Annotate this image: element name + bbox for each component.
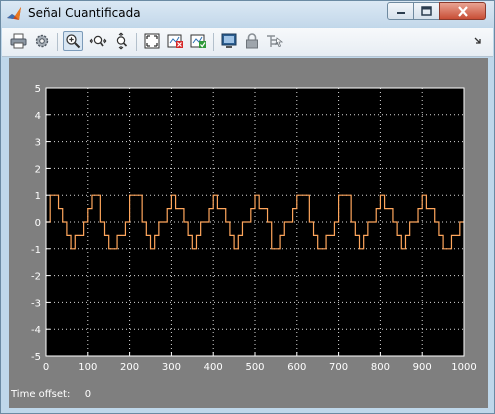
restore-axes-icon xyxy=(190,34,206,48)
floating-scope-button[interactable] xyxy=(219,31,239,51)
scope-figure: 0 100 200 300 400 500 600 700 800 900 1000 5 4 3 2 1 0 -1… xyxy=(9,58,488,408)
save-axes-button[interactable] xyxy=(165,31,185,51)
x-tick-label: 100 xyxy=(78,362,97,373)
zoom-in-icon xyxy=(66,34,81,49)
y-tick-label: -4 xyxy=(31,325,41,336)
y-tick-label: 4 xyxy=(35,111,41,122)
signal-selection-icon xyxy=(267,35,284,48)
y-tick-label: -5 xyxy=(31,352,41,363)
toolbar-separator xyxy=(213,33,214,51)
print-button[interactable] xyxy=(8,31,28,51)
close-icon xyxy=(457,5,468,17)
zoom-x-icon xyxy=(89,35,107,47)
x-tick-label: 200 xyxy=(120,362,139,373)
floating-scope-icon xyxy=(221,33,237,48)
toolbar-separator xyxy=(136,33,137,51)
zoom-y-icon xyxy=(116,32,128,50)
restore-axes-button[interactable] xyxy=(188,31,208,51)
time-offset-value: 0 xyxy=(84,389,92,400)
x-tick-label: 300 xyxy=(162,362,181,373)
x-tick-label: 0 xyxy=(43,362,49,373)
y-tick-label: 3 xyxy=(35,138,41,149)
window-title: Señal Cuantificada xyxy=(28,6,141,20)
y-tick-label: -1 xyxy=(31,245,41,256)
time-offset-label: Time offset: xyxy=(11,389,71,400)
autoscale-icon xyxy=(144,33,160,49)
lock-axes-button[interactable] xyxy=(242,31,262,51)
zoom-x-button[interactable] xyxy=(88,31,108,51)
save-axes-icon xyxy=(167,34,183,48)
y-tick-label: 5 xyxy=(35,84,41,95)
parameters-button[interactable] xyxy=(32,31,52,51)
x-tick-label: 900 xyxy=(413,362,432,373)
lock-icon xyxy=(246,33,258,49)
x-tick-label: 600 xyxy=(287,362,306,373)
maximize-button[interactable] xyxy=(413,2,440,20)
y-tick-label: 0 xyxy=(35,218,41,229)
time-offset-row: Time offset: 0 xyxy=(11,389,91,400)
x-tick-label: 800 xyxy=(371,362,390,373)
x-tick-label: 1000 xyxy=(451,362,476,373)
x-tick-label: 400 xyxy=(204,362,223,373)
autoscale-button[interactable] xyxy=(142,31,162,51)
signal-selection-button[interactable] xyxy=(265,31,285,51)
x-tick-label: 500 xyxy=(245,362,264,373)
y-tick-label: 1 xyxy=(35,191,41,202)
chevron-right-icon xyxy=(474,37,481,44)
minimize-button[interactable] xyxy=(387,2,414,20)
scope-plot[interactable]: 0 100 200 300 400 500 600 700 800 900 1000 5 4 3 2 1 0 -1… xyxy=(9,58,488,388)
x-tick-label: 700 xyxy=(329,362,348,373)
gear-icon xyxy=(35,34,49,48)
y-tick-label: 2 xyxy=(35,164,41,175)
title-bar[interactable]: Señal Cuantificada xyxy=(1,1,494,27)
signal-trace xyxy=(46,194,464,250)
y-tick-label: -3 xyxy=(31,298,41,309)
matlab-logo-icon xyxy=(7,7,21,20)
maximize-icon xyxy=(421,6,432,16)
y-tick-label: -2 xyxy=(31,272,41,283)
toolbar-separator xyxy=(57,33,58,51)
toolbar-overflow-button[interactable] xyxy=(471,31,485,51)
zoom-button[interactable] xyxy=(63,31,83,51)
zoom-y-button[interactable] xyxy=(112,31,132,51)
close-button[interactable] xyxy=(439,2,486,20)
minimize-icon xyxy=(396,12,405,14)
toolbar xyxy=(2,28,493,57)
printer-icon xyxy=(10,33,26,49)
